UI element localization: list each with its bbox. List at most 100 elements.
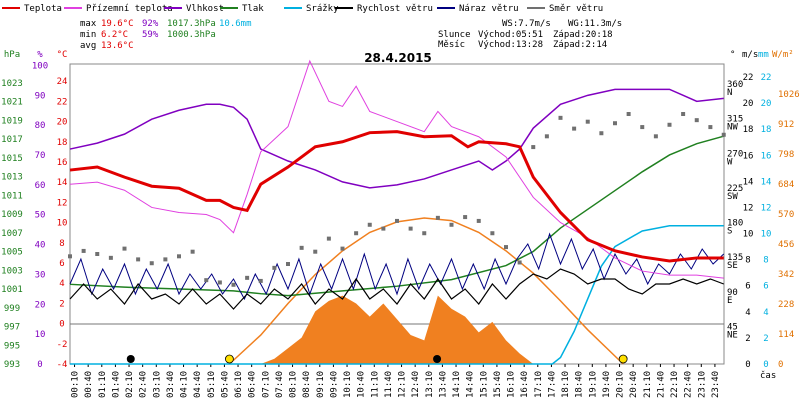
sun-marker: [618, 354, 628, 364]
wind-direction-point: [435, 215, 440, 220]
series-srazky-line: [70, 224, 724, 365]
mm-axis-tick: 14: [761, 177, 772, 187]
time-tick-label: 02:40: [139, 371, 149, 398]
wind-direction-point: [136, 257, 141, 262]
series-vlhkost-line: [69, 88, 724, 189]
time-tick-label: 23:40: [711, 371, 721, 398]
direction-axis-label: NW: [727, 123, 738, 133]
direction-axis-label: SE: [727, 261, 738, 271]
wind-direction-point: [204, 278, 209, 283]
pct-axis-tick: 60: [35, 181, 46, 191]
time-tick-label: 09:40: [329, 371, 339, 398]
wind-direction-point: [149, 261, 154, 266]
wind-direction-point: [299, 245, 304, 250]
wind-direction-point: [122, 246, 127, 251]
wm2-axis-tick: 684: [778, 180, 794, 190]
wind-direction-point: [381, 226, 386, 231]
wind-direction-point: [258, 278, 263, 283]
time-tick-label: 21:40: [656, 371, 666, 398]
time-tick-label: 15:10: [479, 371, 489, 398]
celsius-axis-tick: 20: [57, 118, 68, 128]
time-tick-label: 19:10: [588, 371, 598, 398]
pct-axis-tick: 0: [37, 360, 42, 370]
direction-axis-tick: 135: [727, 253, 743, 263]
pct-axis-tick: 40: [35, 241, 46, 251]
time-tick-label: 14:40: [466, 371, 476, 398]
direction-axis-tick: 270: [727, 149, 743, 159]
wm2-axis-tick: 228: [778, 300, 794, 310]
time-tick-label: 20:40: [629, 371, 639, 398]
time-tick-label: 09:10: [316, 371, 326, 398]
wind-direction-point: [81, 248, 86, 253]
time-tick-label: 01:40: [111, 371, 121, 398]
stat-max-press: 1017.3hPa: [167, 19, 216, 29]
chart-title: 28.4.2015: [364, 51, 432, 65]
time-tick-label: 17:10: [534, 371, 544, 398]
time-tick-label: 03:10: [152, 371, 162, 398]
time-tick-label: 18:40: [575, 371, 585, 398]
stat-min-temp: 6.2°C: [101, 30, 128, 40]
wind-direction-point: [408, 226, 413, 231]
wind-direction-point: [626, 112, 631, 116]
wind-direction-point: [108, 255, 113, 260]
hpa-axis-tick: 995: [4, 341, 20, 351]
direction-axis-label: S: [727, 227, 732, 237]
mm-axis-tick: 4: [763, 308, 768, 318]
wind-direction-point: [572, 126, 577, 131]
hpa-axis-tick: 1015: [1, 154, 23, 164]
stat-avg-temp: 13.6°C: [101, 41, 134, 51]
wind-direction-point: [395, 218, 399, 223]
stat-max-temp: 19.6°C: [101, 19, 134, 29]
ms-axis-tick: 4: [745, 308, 750, 318]
time-tick-label: 06:40: [248, 371, 258, 398]
wind-direction-point: [585, 119, 590, 124]
time-tick-label: 16:10: [507, 371, 517, 398]
wind-direction-point: [599, 131, 604, 136]
series-naraz-line: [69, 232, 725, 301]
ms-axis-tick: 2: [745, 334, 750, 344]
wind-direction-point: [708, 125, 713, 130]
wind-ws: WS:7.7m/s: [502, 19, 551, 29]
hpa-axis-tick: 999: [4, 304, 20, 314]
time-tick-label: 12:40: [411, 371, 421, 398]
wind-direction-point: [286, 262, 290, 266]
wind-direction-point: [272, 265, 277, 270]
ms-axis-tick: 6: [745, 282, 750, 292]
pct-axis-tick: 20: [35, 300, 46, 310]
hpa-axis-tick: 1017: [1, 135, 23, 145]
celsius-axis-tick: 10: [57, 219, 68, 229]
wind-direction-point: [217, 280, 222, 285]
plot-area: [68, 59, 726, 365]
celsius-axis-tick: 2: [59, 299, 64, 309]
celsius-axis-tick: 0: [59, 320, 64, 330]
celsius-axis-tick: -2: [57, 340, 68, 350]
direction-axis-label: SW: [727, 192, 738, 202]
pct-axis-tick: 80: [35, 121, 46, 131]
direction-axis-label: N: [727, 88, 732, 98]
time-tick-label: 12:10: [398, 371, 408, 398]
wind-direction-point: [68, 254, 72, 259]
wind-direction-point: [463, 215, 468, 220]
ms-axis-tick: 0: [745, 360, 750, 370]
pct-axis-tick: 90: [35, 91, 46, 101]
wind-direction-point: [231, 282, 236, 287]
celsius-axis-tick: 14: [57, 178, 68, 188]
wind-direction-point: [517, 260, 522, 265]
hpa-axis-tick: 1013: [1, 173, 23, 183]
sun-label: Slunce: [438, 30, 471, 40]
time-tick-label: 08:10: [289, 371, 299, 398]
time-tick-label: 13:40: [438, 371, 448, 398]
hpa-axis-tick: 1019: [1, 116, 23, 126]
time-tick-label: 11:40: [384, 371, 394, 398]
stat-min-label: min: [80, 30, 96, 40]
time-tick-label: 13:10: [425, 371, 435, 398]
stat-max-rain: 10.6mm: [219, 19, 252, 29]
wm2-axis-tick: 798: [778, 150, 794, 160]
legend-label-vlhkost: Vlhkost: [186, 4, 224, 14]
wind-direction-point: [613, 121, 617, 126]
time-tick-label: 23:10: [697, 371, 707, 398]
sun-marker: [225, 354, 234, 364]
time-tick-label: 19:40: [602, 371, 612, 398]
legend-label-prizemni: Přízemní teplota: [86, 4, 173, 14]
